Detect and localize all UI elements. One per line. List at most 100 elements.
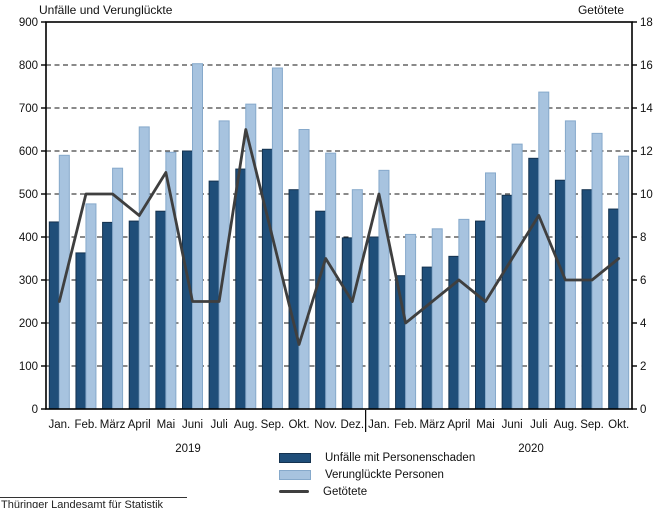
right-tick-label: 16: [640, 60, 653, 72]
bar: [192, 63, 203, 410]
bar: [298, 129, 310, 410]
month-label: Juni: [182, 419, 203, 431]
bar: [288, 189, 300, 410]
bar: [315, 210, 327, 410]
month-label: März: [100, 419, 126, 431]
bar: [421, 266, 433, 410]
right-tick-label: 10: [640, 189, 653, 201]
bar: [102, 221, 114, 410]
month-label: Dez.: [340, 419, 364, 431]
month-label: April: [447, 419, 470, 431]
bar: [431, 228, 443, 410]
month-label: Jan.: [368, 419, 390, 431]
legend-swatch-line: [279, 489, 309, 494]
plot-frame: [45, 21, 633, 410]
bar: [85, 203, 97, 410]
right-tick-label: 4: [640, 318, 647, 330]
month-label: Okt.: [608, 419, 629, 431]
bar: [261, 148, 273, 410]
legend-item-getoetete: Getötete: [279, 483, 475, 500]
month-label: März: [419, 419, 445, 431]
bar: [618, 155, 630, 410]
year-label-2020: 2020: [518, 443, 544, 455]
bar: [581, 189, 593, 410]
year-label-2019: 2019: [175, 443, 201, 455]
left-axis-title: Unfälle und Verunglückte: [39, 3, 173, 17]
left-tick-label: 700: [19, 103, 38, 115]
right-axis-title: Getötete: [577, 3, 624, 17]
footer-divider: [0, 497, 187, 498]
bar: [608, 208, 620, 410]
legend-swatch-dark-bar: [279, 452, 311, 463]
y-axis-left-labels: 0 100 200 300 400 500 600 700 800 900: [19, 17, 46, 416]
month-label: Mai: [476, 419, 495, 431]
left-tick-label: 900: [19, 17, 38, 29]
legend: Unfälle mit Personenschaden Verunglückte…: [279, 449, 475, 500]
bar: [208, 180, 220, 410]
month-label: Sep.: [580, 419, 604, 431]
month-label: Juli: [211, 419, 228, 431]
left-tick-label: 600: [19, 146, 38, 158]
bar: [138, 126, 150, 410]
month-label: Sep.: [261, 419, 285, 431]
bar: [341, 237, 353, 410]
right-tick-label: 2: [640, 361, 646, 373]
bar: [538, 91, 550, 410]
right-tick-label: 6: [640, 275, 646, 287]
right-tick-label: 14: [640, 103, 653, 115]
source-attribution: Thüringer Landesamt für Statistik: [1, 499, 164, 508]
legend-label: Unfälle mit Personenschaden: [325, 451, 476, 464]
bar: [554, 179, 566, 410]
axis-frame: [45, 21, 633, 410]
month-label: Aug.: [234, 419, 258, 431]
bar: [325, 152, 337, 410]
bar: [368, 236, 380, 410]
bar: [48, 221, 60, 410]
right-tick-label: 0: [640, 404, 646, 416]
month-label: Feb.: [74, 419, 97, 431]
bar: [112, 167, 124, 410]
month-label: Juli: [530, 419, 547, 431]
legend-swatch-light-bar: [279, 469, 311, 480]
month-label: Aug.: [554, 419, 578, 431]
left-tick-label: 100: [19, 361, 38, 373]
month-label: Okt.: [288, 419, 309, 431]
right-tick-label: 18: [640, 17, 653, 29]
left-tick-label: 300: [19, 275, 38, 287]
left-tick-label: 400: [19, 232, 38, 244]
x-axis-labels: Jan. Feb. März April Mai Juni Juli Aug. Sep. Okt.…: [48, 410, 629, 432]
bar: [75, 252, 87, 410]
legend-item-unfaelle: Unfälle mit Personenschaden: [279, 449, 475, 466]
month-label: Nov.: [314, 419, 337, 431]
month-label: Feb.: [394, 419, 417, 431]
bar: [564, 120, 576, 410]
legend-item-verungglueckte: Verunglückte Personen: [279, 466, 475, 483]
bar: [591, 132, 603, 410]
bar: [511, 143, 523, 410]
left-tick-label: 800: [19, 60, 38, 72]
bar: [458, 218, 470, 410]
left-tick-label: 200: [19, 318, 38, 330]
bar: [155, 210, 167, 410]
left-tick-label: 500: [19, 189, 38, 201]
line-series: [57, 128, 621, 346]
month-label: Jan.: [48, 419, 70, 431]
y-axis-right-labels: 0 2 4 6 8 10 12 14 16 18: [632, 17, 653, 416]
bar: [528, 157, 540, 410]
bar: [128, 220, 140, 410]
bar: [501, 194, 513, 410]
bar: [475, 220, 486, 410]
legend-label: Verunglückte Personen: [325, 468, 444, 481]
month-label: Juni: [502, 419, 523, 431]
left-tick-label: 0: [32, 404, 38, 416]
bar: [448, 255, 460, 410]
bar: [235, 168, 247, 410]
right-tick-label: 8: [640, 232, 646, 244]
month-label: April: [128, 419, 151, 431]
right-tick-label: 12: [640, 146, 653, 158]
legend-label: Getötete: [323, 485, 368, 498]
month-label: Mai: [157, 419, 176, 431]
getoetete-line: [57, 128, 621, 346]
